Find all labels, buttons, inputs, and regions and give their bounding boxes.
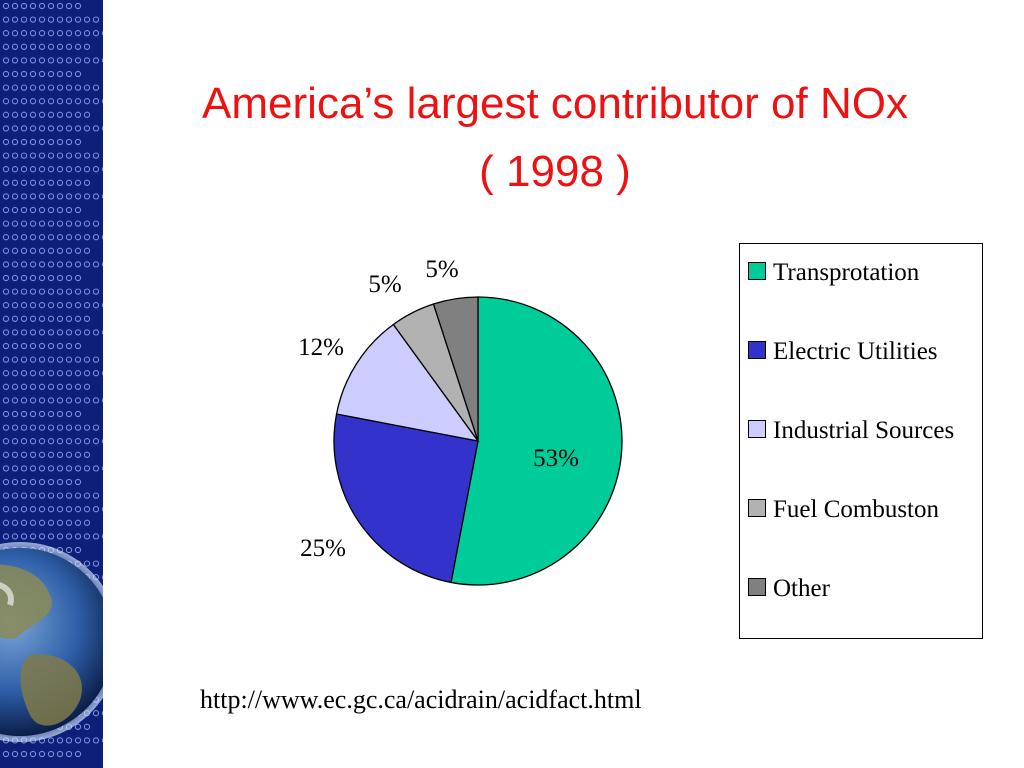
pie-slice-other <box>432 296 479 442</box>
legend-label: Other <box>773 575 830 602</box>
legend-swatch <box>748 262 766 280</box>
pie-data-label: 5% <box>425 256 458 283</box>
pie-data-label: 25% <box>300 535 346 562</box>
pie-slice-transprotation <box>450 296 623 586</box>
legend-item-fuel-combustion: Fuel Combuston <box>748 493 978 526</box>
source-url: http://www.ec.gc.ca/acidrain/acidfact.ht… <box>200 685 642 714</box>
binary-pattern <box>2 2 103 758</box>
legend-swatch <box>748 499 766 517</box>
legend-item-electric-utilities: Electric Utilities <box>748 335 978 368</box>
legend-swatch <box>748 341 766 359</box>
legend-item-industrial-sources: Industrial Sources <box>748 414 978 447</box>
pie-data-label: 53% <box>533 445 579 472</box>
legend-item-other: Other <box>748 572 978 605</box>
legend-label: Transprotation <box>773 259 920 286</box>
legend-swatch <box>748 420 766 438</box>
pie-data-label: 5% <box>368 271 401 298</box>
legend-swatch <box>748 578 766 596</box>
legend-label: Fuel Combuston <box>773 496 939 523</box>
pie-data-label: 12% <box>298 334 344 361</box>
chart-legend: Transprotation Electric Utilities Indust… <box>739 243 983 639</box>
pie-slice-industrial-sources <box>335 323 480 442</box>
globe-icon <box>0 542 103 742</box>
slide-title-line1: America’s largest contributor of NOx <box>202 79 908 128</box>
slide-title-line2: ( 1998 ) <box>479 147 631 196</box>
legend-item-transportation: Transprotation <box>748 256 978 289</box>
decorative-sidebar <box>0 0 103 768</box>
legend-label: Electric Utilities <box>773 338 938 365</box>
pie-slice-electric-utilities <box>333 413 479 584</box>
legend-label: Industrial Sources <box>773 417 955 444</box>
